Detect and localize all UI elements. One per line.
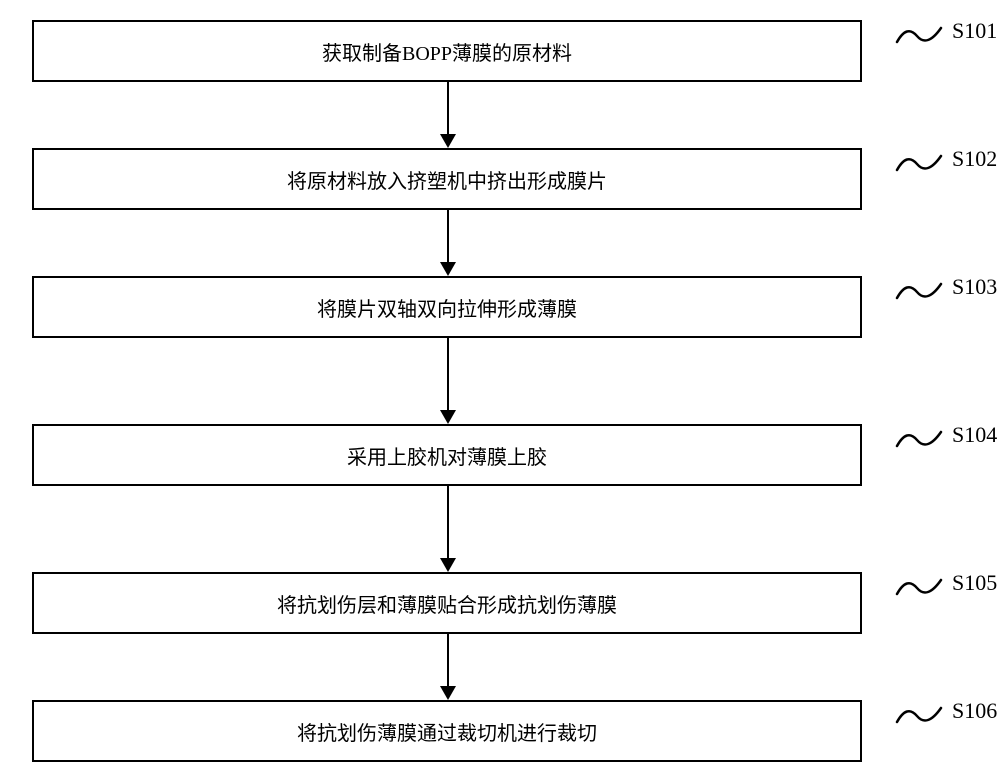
flow-step-box: 将膜片双轴双向拉伸形成薄膜 (32, 276, 862, 338)
flow-step-box: 采用上胶机对薄膜上胶 (32, 424, 862, 486)
flow-step-text: 采用上胶机对薄膜上胶 (347, 441, 547, 470)
flow-step-label: S105 (952, 570, 997, 596)
arrow-head-icon (440, 262, 456, 276)
arrow-head-icon (440, 686, 456, 700)
arrow-line (447, 486, 449, 560)
flow-step-text: 将原材料放入挤塑机中挤出形成膜片 (287, 165, 607, 194)
flow-step-text: 将抗划伤薄膜通过裁切机进行裁切 (297, 717, 597, 746)
callout-connector (895, 150, 943, 181)
callout-connector (895, 278, 943, 309)
arrow-line (447, 338, 449, 412)
callout-connector (895, 426, 943, 457)
arrow-head-icon (440, 410, 456, 424)
callout-connector (895, 22, 943, 53)
arrow-head-icon (440, 558, 456, 572)
flow-step-label: S101 (952, 18, 997, 44)
flow-arrow (447, 634, 449, 700)
flow-step-box: 将抗划伤薄膜通过裁切机进行裁切 (32, 700, 862, 762)
flow-arrow (447, 82, 449, 148)
flow-step-label: S106 (952, 698, 997, 724)
flow-arrow (447, 338, 449, 424)
arrow-line (447, 210, 449, 264)
flow-arrow (447, 210, 449, 276)
callout-connector (895, 702, 943, 733)
flow-step-label: S104 (952, 422, 997, 448)
arrow-line (447, 634, 449, 688)
flow-arrow (447, 486, 449, 572)
flow-step-text: 将抗划伤层和薄膜贴合形成抗划伤薄膜 (277, 589, 617, 618)
flow-step-text: 将膜片双轴双向拉伸形成薄膜 (317, 293, 577, 322)
flow-step-box: 将抗划伤层和薄膜贴合形成抗划伤薄膜 (32, 572, 862, 634)
flow-step-text: 获取制备BOPP薄膜的原材料 (322, 37, 572, 66)
arrow-line (447, 82, 449, 136)
flow-step-box: 获取制备BOPP薄膜的原材料 (32, 20, 862, 82)
flow-step-box: 将原材料放入挤塑机中挤出形成膜片 (32, 148, 862, 210)
arrow-head-icon (440, 134, 456, 148)
flow-step-label: S103 (952, 274, 997, 300)
flow-step-label: S102 (952, 146, 997, 172)
callout-connector (895, 574, 943, 605)
